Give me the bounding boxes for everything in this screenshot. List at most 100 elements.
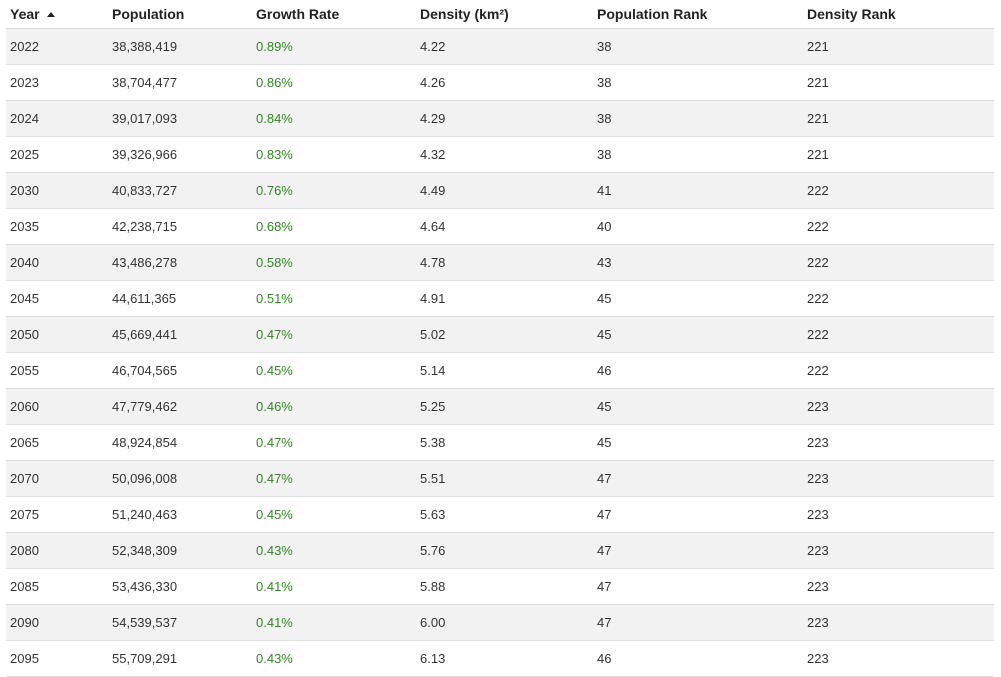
cell-density-rank: 221 <box>807 136 994 173</box>
cell-population-rank: 46 <box>597 640 807 677</box>
cell-density: 5.76 <box>420 532 597 569</box>
column-header-population[interactable]: Population <box>112 0 256 29</box>
cell-year: 2050 <box>6 316 112 353</box>
cell-population-rank: 38 <box>597 100 807 137</box>
cell-density-rank: 221 <box>807 64 994 101</box>
table-row: 2035 42,238,715 0.68% 4.64 40 222 <box>6 208 994 245</box>
table-row: 2025 39,326,966 0.83% 4.32 38 221 <box>6 136 994 173</box>
column-header-growth-rate[interactable]: Growth Rate <box>256 0 420 29</box>
table-row: 2080 52,348,309 0.43% 5.76 47 223 <box>6 532 994 569</box>
cell-density: 4.78 <box>420 244 597 281</box>
cell-population-rank: 38 <box>597 136 807 173</box>
cell-density: 5.51 <box>420 460 597 497</box>
cell-year: 2035 <box>6 208 112 245</box>
column-header-year-label: Year <box>10 6 40 22</box>
cell-density-rank: 222 <box>807 280 994 317</box>
cell-population: 44,611,365 <box>112 280 256 317</box>
cell-year: 2070 <box>6 460 112 497</box>
table-row: 2023 38,704,477 0.86% 4.26 38 221 <box>6 64 994 101</box>
cell-population: 40,833,727 <box>112 172 256 209</box>
cell-growth-rate: 0.41% <box>256 568 420 605</box>
table-body: 2022 38,388,419 0.89% 4.22 38 221 2023 38,704,4… <box>6 28 994 677</box>
cell-growth-rate: 0.89% <box>256 28 420 65</box>
cell-density: 5.02 <box>420 316 597 353</box>
cell-growth-rate: 0.43% <box>256 532 420 569</box>
cell-population-rank: 47 <box>597 604 807 641</box>
cell-population: 43,486,278 <box>112 244 256 281</box>
cell-population-rank: 47 <box>597 460 807 497</box>
table-row: 2090 54,539,537 0.41% 6.00 47 223 <box>6 604 994 641</box>
cell-growth-rate: 0.45% <box>256 496 420 533</box>
column-header-density[interactable]: Density (km²) <box>420 0 597 29</box>
cell-density-rank: 223 <box>807 424 994 461</box>
cell-population: 38,388,419 <box>112 28 256 65</box>
cell-year: 2055 <box>6 352 112 389</box>
cell-population-rank: 47 <box>597 532 807 569</box>
cell-growth-rate: 0.83% <box>256 136 420 173</box>
population-forecast-table: Year Population Growth Rate Density (km²… <box>6 0 994 677</box>
table-row: 2065 48,924,854 0.47% 5.38 45 223 <box>6 424 994 461</box>
cell-growth-rate: 0.45% <box>256 352 420 389</box>
cell-density-rank: 223 <box>807 568 994 605</box>
column-header-population-rank[interactable]: Population Rank <box>597 0 807 29</box>
cell-density-rank: 222 <box>807 208 994 245</box>
cell-growth-rate: 0.41% <box>256 604 420 641</box>
cell-year: 2022 <box>6 28 112 65</box>
cell-density: 4.64 <box>420 208 597 245</box>
cell-density-rank: 223 <box>807 640 994 677</box>
cell-year: 2025 <box>6 136 112 173</box>
cell-population-rank: 43 <box>597 244 807 281</box>
cell-population-rank: 45 <box>597 388 807 425</box>
cell-density-rank: 223 <box>807 388 994 425</box>
cell-density-rank: 223 <box>807 460 994 497</box>
table-row: 2060 47,779,462 0.46% 5.25 45 223 <box>6 388 994 425</box>
cell-density-rank: 221 <box>807 28 994 65</box>
cell-density: 6.13 <box>420 640 597 677</box>
cell-density: 5.38 <box>420 424 597 461</box>
cell-population-rank: 41 <box>597 172 807 209</box>
cell-growth-rate: 0.51% <box>256 280 420 317</box>
column-header-year[interactable]: Year <box>6 0 112 29</box>
table-row: 2050 45,669,441 0.47% 5.02 45 222 <box>6 316 994 353</box>
cell-density: 4.32 <box>420 136 597 173</box>
column-header-density-rank[interactable]: Density Rank <box>807 0 994 29</box>
table-row: 2022 38,388,419 0.89% 4.22 38 221 <box>6 28 994 65</box>
cell-density-rank: 222 <box>807 244 994 281</box>
column-header-population-rank-label: Population Rank <box>597 6 708 22</box>
table-row: 2030 40,833,727 0.76% 4.49 41 222 <box>6 172 994 209</box>
cell-population: 54,539,537 <box>112 604 256 641</box>
cell-density-rank: 223 <box>807 496 994 533</box>
cell-density: 5.88 <box>420 568 597 605</box>
cell-population-rank: 38 <box>597 28 807 65</box>
header-row: Year Population Growth Rate Density (km²… <box>6 0 994 29</box>
cell-growth-rate: 0.43% <box>256 640 420 677</box>
cell-density: 4.91 <box>420 280 597 317</box>
cell-population: 50,096,008 <box>112 460 256 497</box>
cell-density: 4.29 <box>420 100 597 137</box>
table-header: Year Population Growth Rate Density (km²… <box>6 0 994 29</box>
table-row: 2095 55,709,291 0.43% 6.13 46 223 <box>6 640 994 677</box>
cell-growth-rate: 0.76% <box>256 172 420 209</box>
cell-population: 45,669,441 <box>112 316 256 353</box>
cell-year: 2023 <box>6 64 112 101</box>
cell-year: 2030 <box>6 172 112 209</box>
sort-ascending-icon <box>46 12 55 17</box>
cell-population-rank: 38 <box>597 64 807 101</box>
cell-year: 2080 <box>6 532 112 569</box>
cell-density-rank: 222 <box>807 316 994 353</box>
column-header-density-rank-label: Density Rank <box>807 6 896 22</box>
cell-density-rank: 221 <box>807 100 994 137</box>
cell-density: 5.63 <box>420 496 597 533</box>
cell-population: 42,238,715 <box>112 208 256 245</box>
cell-growth-rate: 0.68% <box>256 208 420 245</box>
cell-growth-rate: 0.47% <box>256 460 420 497</box>
cell-population: 52,348,309 <box>112 532 256 569</box>
cell-year: 2045 <box>6 280 112 317</box>
cell-population: 39,017,093 <box>112 100 256 137</box>
cell-growth-rate: 0.86% <box>256 64 420 101</box>
cell-growth-rate: 0.47% <box>256 424 420 461</box>
cell-year: 2065 <box>6 424 112 461</box>
cell-population: 53,436,330 <box>112 568 256 605</box>
cell-growth-rate: 0.84% <box>256 100 420 137</box>
cell-density-rank: 223 <box>807 604 994 641</box>
